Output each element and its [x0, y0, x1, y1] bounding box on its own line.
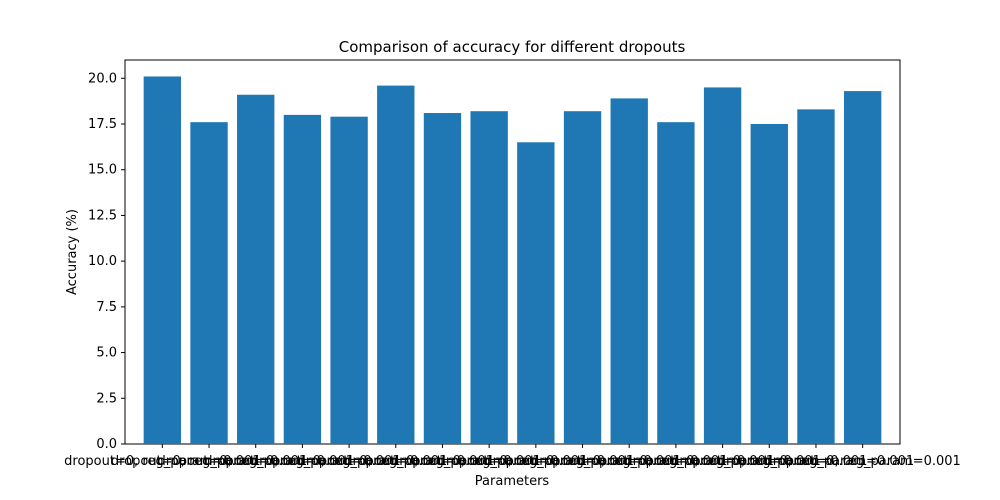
bar-16	[843, 91, 882, 444]
bar-4	[283, 114, 322, 445]
x-tick-label-6: dropout=0, reg_param=0.001	[344, 454, 540, 469]
bar-7	[423, 113, 462, 444]
x-tick-label-4: dropout=0, reg_param=0.001	[251, 454, 447, 469]
x-tick-label-15: dropout=0, reg_param=0.001	[764, 454, 960, 469]
y-axis-label: Accuracy (%)	[65, 209, 80, 295]
x-tick-label-8: dropout=0, reg_param=0.001	[438, 454, 634, 469]
bar-2	[190, 122, 228, 445]
y-tick-label-5: 12.5	[88, 208, 117, 223]
bar-12	[657, 122, 695, 445]
bar-15	[797, 109, 835, 445]
x-tick-label-9: dropout=0, reg_param=0.001	[484, 454, 680, 469]
y-tick-label-1: 2.5	[96, 391, 117, 406]
bar-14	[750, 124, 788, 444]
y-tick-label-2: 5.0	[96, 346, 117, 361]
bar-9	[517, 142, 555, 445]
chart-title: Comparison of accuracy for different dro…	[339, 38, 686, 56]
x-tick-label-5: dropout=0, reg_param=0.001	[298, 454, 494, 469]
bar-13	[703, 87, 742, 445]
x-tick-label-12: dropout=0, reg_param=0.001	[624, 454, 820, 469]
bar-10	[563, 111, 602, 444]
bar-1	[143, 76, 182, 445]
y-tick-label-8: 20.0	[88, 71, 117, 86]
x-tick-label-13: dropout=0, reg_param=0.001	[671, 454, 867, 469]
x-tick-label-7: dropout=0, reg_param=0.001	[391, 454, 587, 469]
bar-8	[470, 111, 508, 444]
x-tick-label-10: dropout=0, reg_param=0.001	[531, 454, 727, 469]
bar-6	[377, 85, 415, 444]
bar-11	[610, 98, 648, 445]
x-tick-label-14: dropout=0, reg_param=0.001	[718, 454, 914, 469]
x-tick-label-11: dropout=0, reg_param=0.001	[578, 454, 774, 469]
x-tick-label-3: dropout=0, reg_param=0.001	[204, 454, 400, 469]
x-axis-label: Parameters	[475, 474, 550, 489]
x-tick-label-1: dropout=0, reg_param=0.001	[111, 454, 307, 469]
y-tick-label-6: 15.0	[88, 163, 117, 178]
y-tick-label-7: 17.5	[88, 117, 117, 132]
x-tick-label-0: dropout=0, reg_param=0.001	[64, 454, 260, 469]
y-tick-label-0: 0.0	[96, 437, 117, 452]
x-tick-label-2: dropout=0, reg_param=0.001	[158, 454, 354, 469]
plot-frame	[124, 59, 901, 445]
y-tick-label-3: 7.5	[96, 300, 117, 315]
bar-3	[237, 94, 275, 445]
y-tick-label-4: 10.0	[88, 254, 117, 269]
plot-area: 0.0 2.5 5.0 7.5 10.0 12.5 15.0 17.5 20.0 dropout=…	[64, 59, 961, 469]
bar-5	[330, 116, 368, 444]
